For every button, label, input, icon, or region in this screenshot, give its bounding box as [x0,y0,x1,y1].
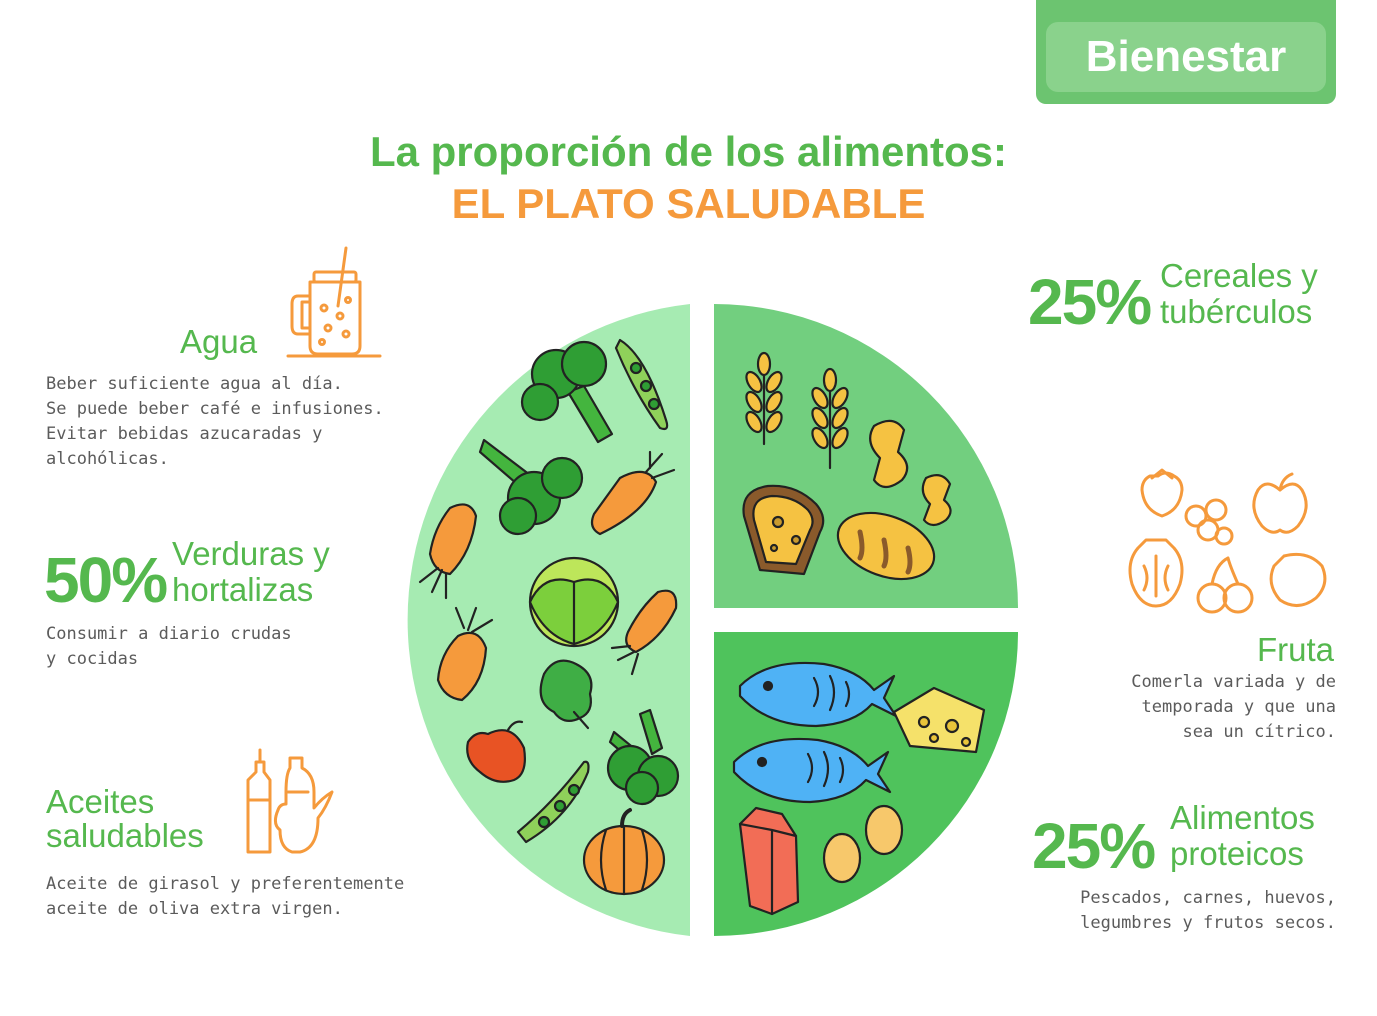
aceites-heading-1: Aceites [46,783,155,820]
oil-bottles-icon [246,748,334,854]
verduras-heading-2: hortalizas [172,571,314,608]
carrot-icon-2 [418,503,478,600]
proteicos-text: Pescados, carnes, huevos, legumbres y fr… [1080,888,1336,933]
pumpkin-icon [582,808,666,896]
pasta-bow-icon-1 [869,419,909,489]
cereales-heading-1: Cereales y [1160,257,1318,294]
fish-icon-2 [732,737,892,804]
pasta-bow-icon-2 [921,473,952,527]
fruta-text: Comerla variada y de temporada y que una… [1131,672,1336,742]
broccoli-icon-1 [520,340,614,444]
proteicos-percent: 25% [1032,810,1156,882]
carrot-icon-3 [610,589,678,676]
verduras-text: Consumir a diario crudas y cocidas [46,624,292,669]
healthy-plate [407,304,1018,936]
proteicos-heading-1: Alimentos [1170,799,1315,836]
cabbage-icon [528,556,620,648]
carrot-icon-1 [590,450,676,536]
page-title: La proporción de los alimentos: [369,128,1008,175]
egg-icon-1 [822,832,862,884]
agua-heading: Agua [180,323,258,360]
broccoli-icon-3 [606,708,680,806]
lettuce-icon [539,659,593,730]
broccoli-icon-2 [478,438,584,536]
wheat-icon-1 [745,351,783,446]
aceites-text: Aceite de girasol y preferentemente acei… [46,874,405,919]
verduras-heading-1: Verduras y [172,535,330,572]
aceites-heading-2: saludables [46,817,204,854]
baguette-icon [836,511,936,581]
cereales-percent: 25% [1028,266,1152,338]
carrot-icon-4 [436,606,494,702]
water-jar-icon [286,246,382,358]
bell-pepper-icon [466,720,526,783]
fish-icon-1 [738,661,898,728]
peas-pod-icon-1 [614,338,669,431]
brand-logo: Bienestar [1046,22,1326,92]
wheat-icon-2 [811,367,849,470]
page-subtitle: EL PLATO SALUDABLE [451,180,926,227]
fruits-icon [1128,468,1327,614]
bread-slice-icon [742,484,825,576]
egg-icon-2 [864,804,904,856]
agua-text: Beber suficiente agua al día. Se puede b… [46,374,384,469]
cheese-icon [892,686,986,754]
fruta-heading: Fruta [1256,631,1334,668]
proteicos-heading-2: proteicos [1170,835,1304,872]
cereales-heading-2: tubérculos [1160,293,1313,330]
milk-carton-icon [738,806,800,916]
verduras-percent: 50% [44,544,168,616]
peas-pod-icon-2 [516,760,590,844]
